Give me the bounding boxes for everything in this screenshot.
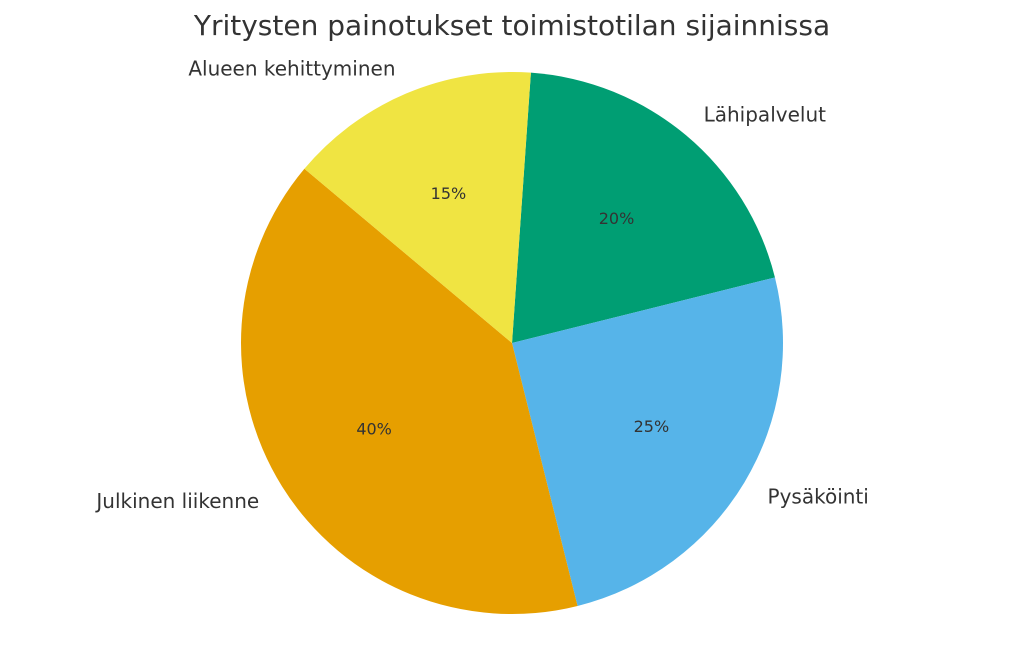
slice-label-alueen-kehittyminen: Alueen kehittyminen bbox=[188, 57, 395, 81]
pie-slice-alueen-kehittyminen bbox=[304, 71, 531, 344]
pie-slice-pysakointi bbox=[512, 277, 783, 606]
percent-label-julkinen-liikenne: 40% bbox=[356, 420, 392, 439]
chart-title: Yritysten painotukset toimistotilan sija… bbox=[193, 9, 830, 42]
slice-label-julkinen-liikenne: Julkinen liikenne bbox=[94, 489, 259, 513]
pie-slice-lahipalvelut bbox=[512, 72, 775, 343]
percent-label-alueen-kehittyminen: 15% bbox=[431, 184, 467, 203]
pie-slices bbox=[240, 71, 783, 614]
slice-label-lahipalvelut: Lähipalvelut bbox=[704, 103, 827, 127]
slice-label-pysakointi: Pysäköinti bbox=[768, 485, 869, 509]
percent-label-lahipalvelut: 20% bbox=[599, 209, 635, 228]
percent-label-pysakointi: 25% bbox=[634, 417, 670, 436]
pie-slice-julkinen-liikenne bbox=[240, 168, 578, 614]
pie-labels: 20% Lähipalvelut 25% Pysäköinti 40% Julkinen … bbox=[94, 57, 868, 513]
